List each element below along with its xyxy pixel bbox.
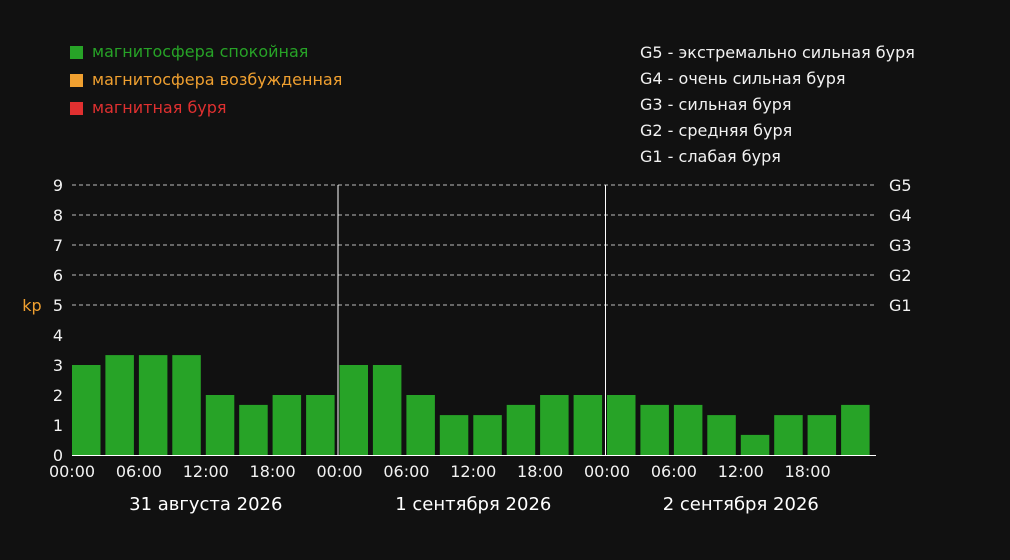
kp-bar [841,404,870,455]
kp-bar [172,355,201,455]
y-tick-label: 8 [53,206,63,225]
storm-level-label: G5 [889,176,912,195]
x-tick-label: 12:00 [718,462,764,481]
day-label: 2 сентября 2026 [663,494,819,515]
legend-label: магнитная буря [92,98,227,117]
storm-level-label: G4 [889,206,912,225]
storm-scale-item: G5 - экстремально сильная буря [640,43,915,62]
kp-bar [673,404,703,455]
kp-bar [272,395,302,455]
kp-bar [439,415,469,455]
x-tick-label: 06:00 [651,462,697,481]
kp-bar [339,365,368,455]
kp-bar [105,355,134,455]
y-tick-label: 1 [53,416,63,435]
legend-item: магнитосфера спокойная [70,42,308,61]
kp-bar [138,355,168,455]
x-tick-label: 00:00 [316,462,362,481]
day-label: 31 августа 2026 [129,494,282,515]
legend-swatch [70,74,83,87]
y-tick-label: 3 [53,356,63,375]
storm-scale-item: G4 - очень сильная буря [640,69,846,88]
storm-level-label: G2 [889,266,912,285]
x-tick-label: 18:00 [250,462,296,481]
kp-bar [807,415,837,455]
kp-bar [306,395,335,455]
x-tick-label: 18:00 [785,462,831,481]
storm-scale-item: G3 - сильная буря [640,95,791,114]
kp-bar [72,365,101,455]
kp-bar [239,404,268,455]
y-tick-label: 7 [53,236,63,255]
kp-bar [540,395,569,455]
kp-bar [372,365,402,455]
kp-bar [573,395,603,455]
x-tick-label: 18:00 [517,462,563,481]
y-axis-label: kp [22,296,41,315]
y-tick-label: 9 [53,176,63,195]
y-tick-label: 5 [53,296,63,315]
kp-bar [473,415,502,455]
legend-swatch [70,102,83,115]
legend-label: магнитосфера возбужденная [92,70,342,89]
kp-bar [640,404,669,455]
kp-bar [506,404,536,455]
legend-label: магнитосфера спокойная [92,42,308,61]
legend: магнитосфера спокойная магнитосфера возбу… [70,42,342,117]
x-tick-label: 06:00 [383,462,429,481]
x-tick-label: 12:00 [450,462,496,481]
day-label: 1 сентября 2026 [395,494,551,515]
storm-scale-item: G2 - средняя буря [640,121,792,140]
kp-bar [740,434,770,455]
kp-bar [205,395,235,455]
x-tick-label: 12:00 [183,462,229,481]
x-tick-label: 00:00 [49,462,95,481]
legend-item: магнитосфера возбужденная [70,70,342,89]
kp-bar [707,415,736,455]
x-tick-label: 00:00 [584,462,630,481]
x-tick-label: 06:00 [116,462,162,481]
kp-bar [774,415,803,455]
y-tick-label: 6 [53,266,63,285]
storm-level-label: G1 [889,296,912,315]
y-tick-label: 0 [53,446,63,465]
legend-item: магнитная буря [70,98,227,117]
storm-scale-legend: G5 - экстремально сильная буря G4 - очень… [640,43,915,166]
y-tick-label: 2 [53,386,63,405]
y-tick-label: 4 [53,326,63,345]
legend-swatch [70,46,83,59]
storm-level-label: G3 [889,236,912,255]
kp-bar [607,395,636,455]
kp-bar [406,395,435,455]
storm-scale-item: G1 - слабая буря [640,147,781,166]
